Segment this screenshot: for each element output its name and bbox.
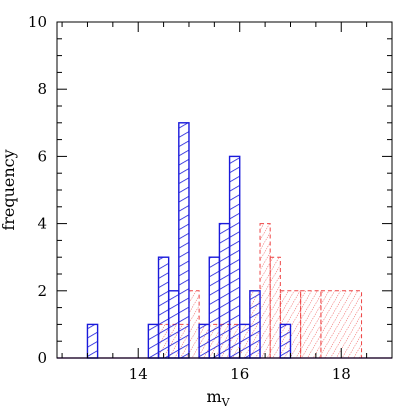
blue-bar-1 — [147, 323, 160, 359]
x-tick-label: 18 — [332, 365, 351, 383]
blue-bar-11 — [279, 323, 292, 359]
red-bar-7 — [300, 290, 322, 359]
blue-bar-4 — [178, 122, 190, 359]
red-bar-4 — [259, 223, 271, 359]
blue-bar-3 — [167, 290, 180, 359]
y-tick-label: 10 — [28, 13, 47, 31]
blue-bar-9 — [239, 323, 251, 359]
blue-bar-6 — [208, 256, 221, 359]
x-axis-label-main: m — [206, 387, 221, 406]
red-bar-8 — [320, 290, 363, 359]
y-tick-label: 8 — [37, 80, 47, 98]
red-bar-5 — [269, 256, 281, 359]
blue-bar-0 — [86, 323, 99, 359]
y-tick-label: 2 — [37, 282, 47, 300]
y-tick-label: 6 — [37, 147, 47, 165]
blue-bar-8 — [228, 155, 241, 359]
axis-labels: mV frequency 14 16 18 0 2 4 6 8 10 — [0, 13, 351, 409]
y-tick-label: 4 — [37, 215, 47, 233]
blue-bar-2 — [157, 256, 170, 359]
x-axis-label-subscript: V — [221, 396, 231, 409]
blue-bar-7 — [218, 222, 231, 359]
axes — [56, 21, 393, 359]
blue-bar-5 — [198, 323, 210, 359]
x-axis-label: mV — [206, 387, 230, 409]
y-tick-label: 0 — [37, 349, 47, 367]
x-tick-label: 14 — [129, 365, 148, 383]
red-bar-1 — [188, 290, 200, 359]
y-axis-label: frequency — [0, 149, 18, 230]
x-tick-label: 16 — [230, 365, 249, 383]
blue-bar-10 — [249, 290, 261, 359]
